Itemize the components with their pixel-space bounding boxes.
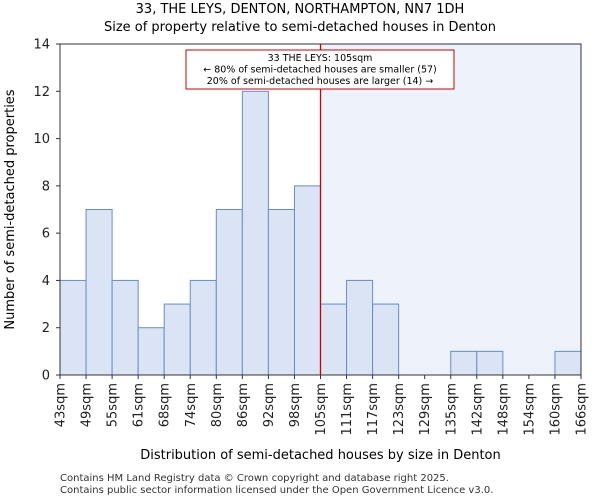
- x-tick-label: 68sqm: [158, 383, 173, 427]
- x-tick-label: 166sqm: [575, 383, 590, 436]
- x-tick-label: 86sqm: [236, 383, 251, 427]
- x-tick-label: 117sqm: [366, 383, 381, 436]
- histogram-bar: [85, 209, 113, 376]
- x-tick-label: 129sqm: [418, 383, 433, 436]
- histogram-bar: [293, 185, 322, 376]
- annotation-line-3: 20% of semi-detached houses are larger (…: [207, 76, 434, 87]
- x-tick-label: 142sqm: [470, 383, 485, 436]
- x-tick-label: 148sqm: [496, 383, 511, 436]
- y-tick-label: 12: [33, 85, 50, 100]
- page-title: 33, THE LEYS, DENTON, NORTHAMPTON, NN7 1…: [135, 2, 465, 17]
- annotation-line-2: ← 80% of semi-detached houses are smalle…: [203, 65, 437, 76]
- y-tick-label: 2: [42, 321, 50, 336]
- x-tick-label: 61sqm: [132, 383, 147, 427]
- x-tick-label: 98sqm: [288, 383, 303, 427]
- histogram-bar: [59, 279, 87, 376]
- y-tick-label: 6: [42, 227, 50, 242]
- histogram-bar: [241, 90, 269, 376]
- x-tick-label: 111sqm: [340, 383, 355, 436]
- x-tick-label: 43sqm: [54, 383, 69, 427]
- x-tick-label: 105sqm: [314, 383, 329, 436]
- x-tick-label: 160sqm: [548, 383, 563, 436]
- y-axis-title: Number of semi-detached properties: [3, 89, 18, 329]
- y-tick-label: 0: [42, 369, 50, 384]
- x-tick-label: 92sqm: [262, 383, 277, 427]
- histogram-bar: [111, 279, 139, 376]
- histogram-bar: [554, 350, 582, 376]
- histogram-bar: [137, 327, 165, 376]
- histogram-bar: [189, 279, 217, 376]
- x-axis-title: Distribution of semi-detached houses by …: [140, 448, 501, 463]
- x-tick-label: 154sqm: [522, 383, 537, 436]
- chart-subtitle: Size of property relative to semi-detach…: [103, 20, 497, 35]
- x-tick-label: 49sqm: [80, 383, 95, 427]
- histogram-bar: [476, 350, 504, 376]
- histogram-bar: [320, 303, 348, 376]
- footer-copyright-line: Contains HM Land Registry data © Crown c…: [60, 473, 449, 484]
- x-tick-label: 135sqm: [444, 383, 459, 436]
- histogram-bar: [346, 279, 374, 376]
- histogram-bar: [163, 303, 191, 376]
- x-tick-label: 80sqm: [210, 383, 225, 427]
- histogram-bar: [215, 209, 243, 376]
- histogram-bar: [267, 209, 295, 376]
- x-tick-label: 123sqm: [392, 383, 407, 436]
- footer-licence-line: Contains public sector information licen…: [60, 485, 494, 496]
- y-tick-label: 14: [33, 38, 50, 53]
- histogram-bar: [372, 303, 400, 376]
- x-tick-label: 74sqm: [184, 383, 199, 427]
- annotation-box: [185, 49, 455, 90]
- x-tick-label: 55sqm: [106, 383, 121, 427]
- y-tick-label: 10: [33, 132, 50, 147]
- histogram-bar: [450, 350, 478, 376]
- y-tick-label: 4: [42, 274, 50, 289]
- annotation-line-1: 33 THE LEYS: 105sqm: [268, 53, 373, 64]
- y-tick-label: 8: [42, 179, 50, 194]
